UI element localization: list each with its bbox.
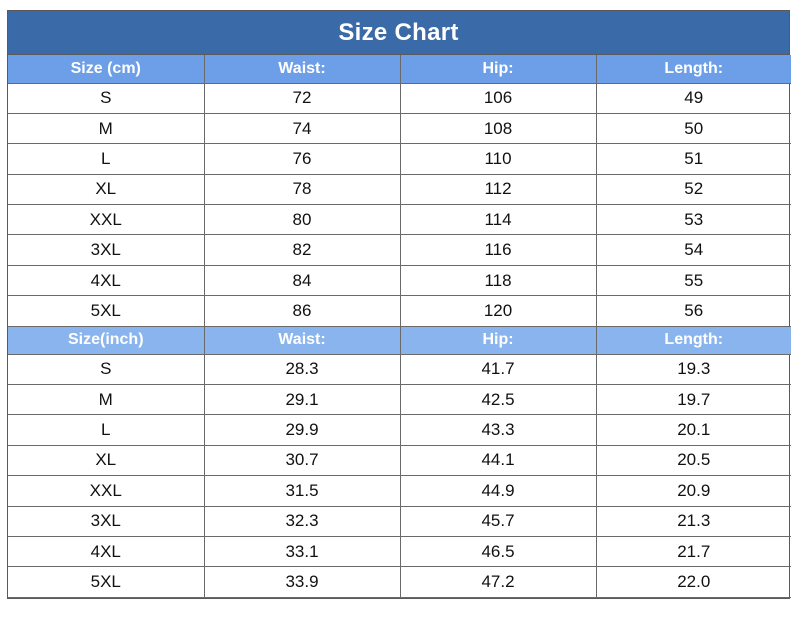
measurement-cell: 54: [595, 234, 791, 266]
size-label-cell: XXL: [8, 475, 205, 507]
header-row-cm: Size (cm) Waist: Hip: Length:: [8, 55, 791, 84]
measurement-cell: 29.1: [203, 384, 401, 416]
measurement-cell: 19.7: [595, 384, 791, 416]
measurement-cell: 106: [399, 82, 597, 114]
size-chart: Size Chart Size (cm) Waist: Hip: Length: S 72…: [7, 10, 791, 599]
measurement-cell: 120: [399, 295, 597, 327]
size-label-cell: XL: [8, 444, 205, 477]
size-table: Size (cm) Waist: Hip: Length: S 72 106 49 M 74 108…: [8, 55, 791, 598]
measurement-cell: 31.5: [203, 475, 401, 507]
column-header: Length:: [595, 55, 791, 84]
measurement-cell: 74: [203, 112, 401, 145]
table-row: M 29.1 42.5 19.7: [8, 384, 791, 416]
table-row: 3XL 32.3 45.7 21.3: [8, 505, 791, 537]
measurement-cell: 20.1: [595, 414, 791, 446]
measurement-cell: 49: [595, 82, 791, 114]
header-row-inch: Size(inch) Waist: Hip: Length:: [8, 325, 791, 355]
column-header: Size(inch): [8, 325, 205, 355]
table-row: M 74 108 50: [8, 112, 791, 145]
table-row: XXL 31.5 44.9 20.9: [8, 475, 791, 507]
measurement-cell: 19.3: [595, 353, 791, 386]
measurement-cell: 22.0: [595, 566, 791, 598]
size-label-cell: M: [8, 384, 205, 416]
table-row: 5XL 86 120 56: [8, 295, 791, 327]
size-label-cell: 5XL: [8, 566, 205, 598]
measurement-cell: 51: [595, 143, 791, 175]
measurement-cell: 21.3: [595, 505, 791, 537]
measurement-cell: 53: [595, 204, 791, 236]
column-header: Size (cm): [8, 55, 205, 84]
measurement-cell: 46.5: [399, 535, 597, 568]
measurement-cell: 80: [203, 204, 401, 236]
measurement-cell: 78: [203, 173, 401, 206]
measurement-cell: 50: [595, 112, 791, 145]
size-label-cell: L: [8, 414, 205, 446]
measurement-cell: 42.5: [399, 384, 597, 416]
measurement-cell: 20.9: [595, 475, 791, 507]
measurement-cell: 20.5: [595, 444, 791, 477]
measurement-cell: 114: [399, 204, 597, 236]
table-row: L 76 110 51: [8, 143, 791, 175]
measurement-cell: 33.9: [203, 566, 401, 598]
measurement-cell: 116: [399, 234, 597, 266]
measurement-cell: 29.9: [203, 414, 401, 446]
column-header: Hip:: [399, 55, 597, 84]
measurement-cell: 110: [399, 143, 597, 175]
measurement-cell: 44.1: [399, 444, 597, 477]
measurement-cell: 108: [399, 112, 597, 145]
measurement-cell: 76: [203, 143, 401, 175]
measurement-cell: 33.1: [203, 535, 401, 568]
size-label-cell: S: [8, 353, 205, 386]
column-header: Hip:: [399, 325, 597, 355]
chart-title: Size Chart: [8, 11, 789, 55]
measurement-cell: 56: [595, 295, 791, 327]
measurement-cell: 28.3: [203, 353, 401, 386]
measurement-cell: 32.3: [203, 505, 401, 537]
column-header: Waist:: [203, 325, 401, 355]
table-row: 4XL 84 118 55: [8, 264, 791, 297]
measurement-cell: 41.7: [399, 353, 597, 386]
measurement-cell: 72: [203, 82, 401, 114]
size-label-cell: XXL: [8, 204, 205, 236]
table-row: XL 30.7 44.1 20.5: [8, 444, 791, 477]
table-row: S 72 106 49: [8, 82, 791, 114]
size-label-cell: 4XL: [8, 264, 205, 297]
measurement-cell: 30.7: [203, 444, 401, 477]
measurement-cell: 84: [203, 264, 401, 297]
column-header: Length:: [595, 325, 791, 355]
table-row: S 28.3 41.7 19.3: [8, 353, 791, 386]
table-row: 5XL 33.9 47.2 22.0: [8, 566, 791, 598]
measurement-cell: 45.7: [399, 505, 597, 537]
measurement-cell: 55: [595, 264, 791, 297]
table-row: 4XL 33.1 46.5 21.7: [8, 535, 791, 568]
measurement-cell: 43.3: [399, 414, 597, 446]
measurement-cell: 52: [595, 173, 791, 206]
size-label-cell: 3XL: [8, 505, 205, 537]
size-label-cell: 4XL: [8, 535, 205, 568]
size-label-cell: L: [8, 143, 205, 175]
size-label-cell: XL: [8, 173, 205, 206]
measurement-cell: 82: [203, 234, 401, 266]
measurement-cell: 44.9: [399, 475, 597, 507]
measurement-cell: 112: [399, 173, 597, 206]
size-label-cell: 5XL: [8, 295, 205, 327]
size-label-cell: 3XL: [8, 234, 205, 266]
size-label-cell: S: [8, 82, 205, 114]
size-label-cell: M: [8, 112, 205, 145]
column-header: Waist:: [203, 55, 401, 84]
measurement-cell: 47.2: [399, 566, 597, 598]
table-row: XXL 80 114 53: [8, 204, 791, 236]
table-row: 3XL 82 116 54: [8, 234, 791, 266]
measurement-cell: 21.7: [595, 535, 791, 568]
measurement-cell: 118: [399, 264, 597, 297]
table-row: L 29.9 43.3 20.1: [8, 414, 791, 446]
table-row: XL 78 112 52: [8, 173, 791, 206]
measurement-cell: 86: [203, 295, 401, 327]
